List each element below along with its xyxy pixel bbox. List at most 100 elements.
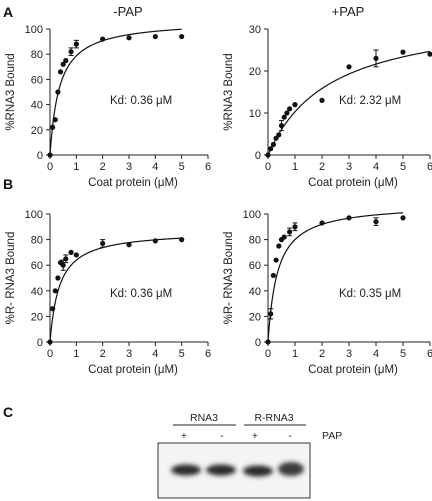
y-tick-label: 60 xyxy=(31,260,43,272)
y-tick-label: 10 xyxy=(249,108,261,120)
data-point xyxy=(126,242,132,248)
data-point xyxy=(126,35,132,41)
gel-group-label-rna3: RNA3 xyxy=(190,412,218,424)
y-tick-label: 100 xyxy=(243,209,261,221)
x-tick-label: 0 xyxy=(265,161,271,173)
x-tick-label: 5 xyxy=(179,348,185,360)
data-point xyxy=(179,33,185,40)
data-point xyxy=(100,240,106,247)
column-title-minus-pap: -PAP xyxy=(113,4,142,19)
fit-curve xyxy=(267,212,404,343)
x-tick-label: 3 xyxy=(126,161,132,173)
data-point xyxy=(50,306,56,312)
data-point xyxy=(55,89,61,95)
x-tick-label: 2 xyxy=(100,348,106,360)
data-point xyxy=(400,49,406,55)
y-tick-label: 100 xyxy=(25,209,43,221)
data-point xyxy=(270,141,276,148)
x-tick-label: 0 xyxy=(47,161,53,173)
data-point xyxy=(68,49,74,55)
x-tick-label: 2 xyxy=(319,348,325,360)
x-tick-label: 6 xyxy=(427,161,432,173)
data-point xyxy=(73,252,79,258)
data-point xyxy=(47,339,53,345)
x-tick-label: 5 xyxy=(179,161,185,173)
x-tick-label: 0 xyxy=(265,348,271,360)
data-point xyxy=(55,275,61,281)
x-tick-label: 5 xyxy=(400,348,406,360)
y-axis-label: %RNA3 Bound xyxy=(223,53,235,130)
data-point xyxy=(281,234,287,240)
x-tick-label: 5 xyxy=(400,161,406,173)
data-point xyxy=(281,114,287,120)
data-point xyxy=(68,249,74,255)
data-point xyxy=(273,257,279,263)
gel-lane-mark: - xyxy=(220,430,224,442)
data-point xyxy=(400,215,406,221)
kd-annotation: Kd: 0.36 μM xyxy=(110,288,172,300)
data-point xyxy=(50,124,56,130)
gel-band xyxy=(206,464,236,476)
x-tick-label: 4 xyxy=(152,348,158,360)
x-tick-label: 3 xyxy=(346,161,352,173)
x-axis-label: Coat protein (μM) xyxy=(88,364,178,376)
data-point xyxy=(268,311,274,317)
data-point xyxy=(52,117,58,123)
y-axis-label: %R- RNA3 Bound xyxy=(223,232,235,325)
y-tick-label: 20 xyxy=(31,125,43,137)
gel-lane-mark: + xyxy=(181,430,187,442)
x-tick-label: 4 xyxy=(373,161,379,173)
kd-annotation: Kd: 2.32 μM xyxy=(339,95,401,107)
y-tick-label: 20 xyxy=(249,311,261,323)
y-tick-label: 100 xyxy=(25,24,43,36)
gel-group-label-r-rna3: R-RNA3 xyxy=(254,412,293,424)
gel-band xyxy=(243,465,273,477)
x-tick-label: 6 xyxy=(205,348,211,360)
gel-row-label-pap: PAP xyxy=(322,430,342,442)
data-point xyxy=(152,238,158,244)
x-tick-label: 1 xyxy=(292,348,298,360)
x-tick-label: 1 xyxy=(73,161,79,173)
x-tick-label: 4 xyxy=(152,161,158,173)
panel-label-c: C xyxy=(3,404,13,420)
chart-a-plus-pap: 0 1 2 3 4 5 6 0 10 20 30 Coat protein (μM) %RNA3 Bou… xyxy=(223,24,432,189)
data-point xyxy=(265,339,271,345)
data-point xyxy=(319,97,325,103)
data-point xyxy=(319,220,325,226)
column-title-plus-pap: +PAP xyxy=(332,4,365,19)
y-tick-label: 80 xyxy=(249,235,261,247)
data-point xyxy=(152,33,158,40)
fit-curve xyxy=(49,28,182,156)
x-tick-label: 3 xyxy=(126,348,132,360)
fit-curve xyxy=(49,237,182,343)
y-tick-label: 30 xyxy=(249,24,261,36)
data-point xyxy=(292,224,298,230)
fit-curve xyxy=(267,50,431,156)
gel-panel: RNA3 R-RNA3 + - + - PAP xyxy=(157,412,342,499)
y-tick-label: 80 xyxy=(31,49,43,61)
y-tick-label: 60 xyxy=(31,74,43,86)
x-tick-label: 3 xyxy=(346,348,352,360)
y-tick-label: 40 xyxy=(31,100,43,112)
y-tick-label: 40 xyxy=(249,286,261,298)
x-tick-label: 1 xyxy=(73,348,79,360)
data-point xyxy=(52,288,58,294)
x-tick-label: 6 xyxy=(427,348,432,360)
x-axis-label: Coat protein (μM) xyxy=(308,177,398,189)
x-tick-label: 1 xyxy=(292,161,298,173)
y-axis-label: %RNA3 Bound xyxy=(5,53,17,130)
x-tick-label: 2 xyxy=(319,161,325,173)
gel-lane-mark: - xyxy=(288,430,292,442)
y-tick-label: 20 xyxy=(249,66,261,78)
y-tick-label: 60 xyxy=(249,260,261,272)
data-point xyxy=(57,69,64,75)
data-point xyxy=(47,152,53,158)
data-point xyxy=(276,243,282,249)
data-point xyxy=(278,123,285,129)
x-tick-label: 6 xyxy=(205,161,211,173)
y-tick-label: 40 xyxy=(31,286,43,298)
y-tick-label: 0 xyxy=(37,337,43,349)
data-point xyxy=(373,55,379,62)
